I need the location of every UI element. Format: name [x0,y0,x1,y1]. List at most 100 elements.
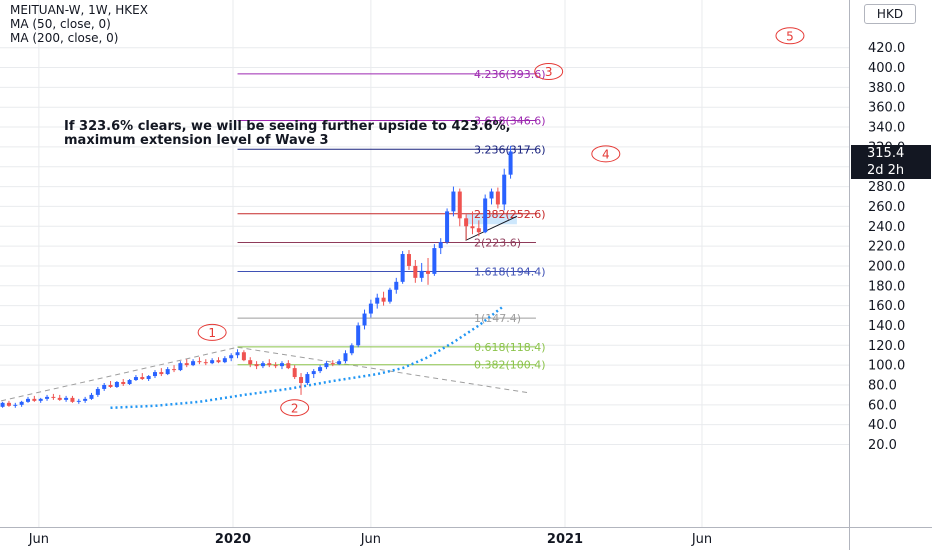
annotation-text: If 323.6% clears, we will be seeing furt… [64,120,511,148]
candle-body [299,377,304,383]
candle-body [426,270,431,274]
ma-50-legend[interactable]: MA (50, close, 0) [10,17,111,31]
candle [394,277,399,294]
candle-body [70,397,75,402]
candle-body [406,254,411,266]
candle [13,402,18,408]
candle-body [489,191,494,199]
candle-body [6,402,11,406]
wave-number: 1 [208,326,216,340]
candle-body [432,248,437,274]
grid [0,0,849,527]
wave-number: 2 [291,401,299,415]
candle [197,357,202,365]
wave-label: 3 [534,63,564,81]
elliott-wave-labels: 1 2 3 4 5 [197,27,805,417]
candle-body [260,363,265,367]
candle [337,359,342,366]
fib-level-label: 4.236(393.6) [474,68,546,81]
candle [0,401,5,408]
candle [32,395,37,402]
candle [25,396,30,403]
candle-body [451,191,456,212]
candle [114,381,119,388]
candle [191,359,196,367]
candle [406,250,411,270]
fib-level-label: 2.382(252.6) [474,208,546,221]
wave-label: 2 [280,399,310,417]
y-tick-label: 340.0 [868,121,905,136]
wave-label: 5 [775,27,805,45]
candle [210,358,215,365]
candle-body [349,345,354,354]
candle-body [95,388,100,395]
candle [254,361,259,370]
candle-body [184,363,189,366]
candle-body [140,377,145,380]
candle [368,299,373,318]
candles [0,145,513,408]
candle [419,262,424,282]
trendlines [0,346,530,402]
candle [464,214,469,241]
candle-body [464,218,469,227]
candle [165,367,170,376]
candle [159,368,164,377]
candle-body [394,281,399,290]
candle-body [457,191,462,219]
x-tick-label: 2020 [215,532,251,547]
candle [457,188,462,227]
fib-level-label: 1.618(194.4) [474,265,546,278]
candle-body [337,361,342,365]
wave-number: 4 [602,147,610,161]
y-tick-label: 100.0 [868,359,905,374]
candle [330,360,335,367]
bar-countdown-label: 2d 2h [851,162,931,179]
candle [432,244,437,276]
candle-body [495,191,500,205]
candle-body [133,377,138,381]
y-tick-label: 260.0 [868,200,905,215]
candle [127,379,132,385]
wave-number: 5 [786,29,794,43]
candle [267,359,272,368]
fibonacci-extension[interactable]: 0.382(100.4) 0.618(118.4) 1(147.4) 1.618(19… [237,68,546,372]
y-tick-label: 280.0 [868,180,905,195]
ma-200-legend[interactable]: MA (200, close, 0) [10,31,119,45]
candle [318,365,323,374]
x-tick-label: 2021 [547,532,583,547]
candle [445,208,450,245]
candle-body [267,363,272,366]
fib-level-label: 3.236(317.6) [474,143,546,156]
candle-body [375,297,380,304]
candle-body [273,365,278,367]
candle-body [32,398,37,401]
candle [495,187,500,209]
candle [508,145,513,179]
candle-body [356,325,361,346]
x-tick-label: Jun [28,532,49,547]
candle [483,194,488,234]
candle [89,392,94,400]
candle [305,372,310,385]
candle [222,356,227,364]
candle [311,369,316,379]
candle-body [254,364,259,367]
candle-body [57,397,62,400]
symbol-title[interactable]: MEITUAN-W, 1W, HKEX [10,3,148,17]
candle-body [203,362,208,364]
candle [216,357,221,364]
candle [299,373,304,395]
candle-body [13,404,18,406]
y-tick-label: 220.0 [868,240,905,255]
candle [95,386,100,397]
candle [362,309,367,330]
candle-body [419,270,424,278]
candle-body [89,394,94,399]
currency-button[interactable]: HKD [864,4,916,24]
candle-body [64,397,69,400]
candle-body [38,398,43,401]
candle [51,393,56,400]
candle-body [108,384,113,387]
